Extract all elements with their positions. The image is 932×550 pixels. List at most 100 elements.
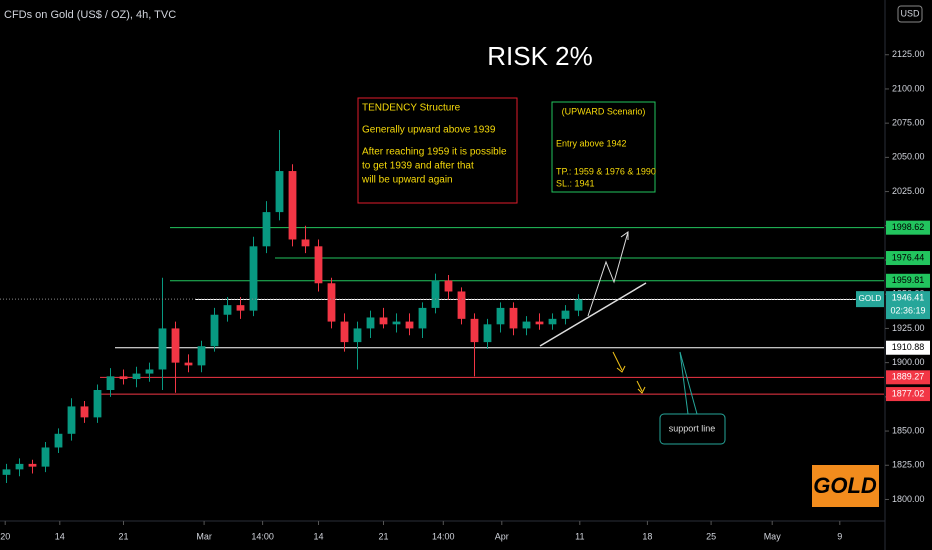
candle-body [548,318,557,325]
candle-body [54,433,63,448]
x-tick-label: 14:00 [432,531,455,541]
candle-body [119,376,128,380]
candle-body [28,463,37,467]
candle-body [405,321,414,329]
level-label: 1877.02 [892,388,925,398]
down-arrow [636,380,643,392]
candle-body [457,291,466,319]
candle-body [184,362,193,366]
candle-body [431,280,440,308]
x-tick-label: Apr [495,531,509,541]
candle-body [522,321,531,329]
candle-body [509,307,518,329]
level-label: 1998.62 [892,222,925,232]
y-tick-label: 2050.00 [892,152,925,162]
y-tick-label: 1800.00 [892,494,925,504]
callout-box [659,413,726,445]
level-label: 1959.81 [892,275,925,285]
note-line: will be upward again [361,175,453,186]
x-tick-label: Mar [196,531,212,541]
candle-body [301,239,310,247]
note-line: to get 1939 and after that [362,161,474,172]
candle-body [158,328,167,370]
candle-body [145,369,154,374]
note-line: TENDENCY Structure [362,103,461,114]
x-tick-label: May [764,531,782,541]
symbol-label: GOLD [859,294,882,303]
y-tick-label: 1850.00 [892,425,925,435]
level-label: 1910.88 [892,342,925,352]
candle-body [353,328,362,343]
candle-body [106,376,115,390]
x-tick-label: 21 [118,531,128,541]
y-tick-label: 2100.00 [892,83,925,93]
candle-body [249,246,258,311]
candle-body [418,307,427,329]
candle-body [379,317,388,325]
x-tick-label: 14:00 [251,531,274,541]
candle-body [275,171,284,213]
plot [0,130,884,484]
y-tick-label: 1900.00 [892,357,925,367]
candle-body [80,406,89,418]
countdown: 02:36:19 [890,305,925,315]
candle-body [574,299,583,311]
arrow-head [616,365,626,373]
arrow-head [637,386,646,394]
arrow-head [620,231,629,240]
y-tick-label: 2125.00 [892,49,925,59]
x-tick-label: 9 [837,531,842,541]
note-box [357,97,518,204]
candle-body [483,324,492,343]
candle-body [496,307,505,325]
y-tick-label: 2025.00 [892,186,925,196]
candle-body [288,171,297,240]
down-arrow [612,351,623,371]
candle-body [223,305,232,315]
x-tick-label: 21 [378,531,388,541]
note-line: Entry above 1942 [556,138,627,148]
chart-title: CFDs on Gold (US$ / OZ), 4h, TVC [4,9,176,21]
candle-body [444,280,453,292]
level-label: 1889.27 [892,372,925,382]
callout-line [679,351,698,415]
candle-body [262,212,271,247]
candle-body [67,406,76,434]
candle-body [210,314,219,347]
last-price-bg [886,291,930,320]
candle-body [15,463,24,470]
x-tick-label: 14 [55,531,65,541]
note-line: After reaching 1959 it is possible [362,147,507,158]
candle-body [197,346,206,366]
y-tick-label: 1925.00 [892,323,925,333]
level-label-bg [886,340,930,355]
x-tick-label: 14 [313,531,323,541]
headline: RISK 2% [487,41,593,71]
symbol-bg [856,291,884,308]
projection-arrow [587,231,629,317]
level-label-bg [886,251,930,266]
level-label-bg [886,273,930,288]
candle-body [41,447,50,467]
level-label: 1976.44 [892,252,925,262]
x-tick-label: 20 [0,531,10,541]
candle-body [470,318,479,343]
candle-body [392,321,401,325]
candle-body [340,321,349,343]
note-line: SL.: 1941 [556,178,595,188]
note-line: (UPWARD Scenario) [562,106,646,116]
candle-body [171,328,180,363]
x-tick-label: 25 [706,531,716,541]
candle-body [93,390,102,418]
candle-body [236,305,245,311]
x-tick-label: 18 [642,531,652,541]
candle-body [132,373,141,380]
candle-body [561,310,570,319]
callout-text: support line [669,423,716,433]
currency-badge[interactable] [897,5,923,23]
y-tick-label: 1825.00 [892,460,925,470]
note-line: TP.: 1959 & 1976 & 1990 [556,166,656,176]
candle-body [327,283,336,322]
candle-body [535,321,544,325]
